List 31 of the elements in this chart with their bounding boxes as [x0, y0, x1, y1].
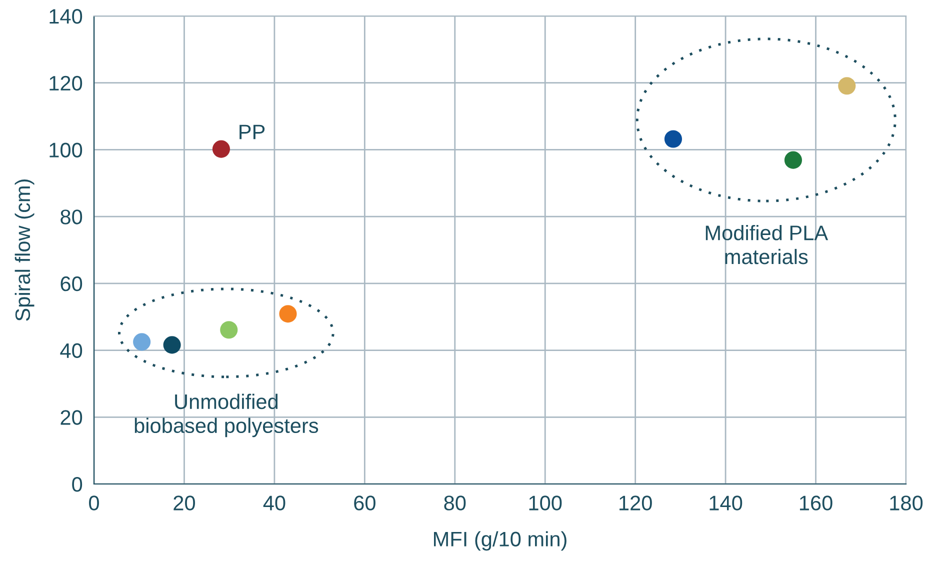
y-tick-label: 20 [60, 410, 82, 425]
point [212, 140, 230, 158]
x-tick-label: 180 [890, 496, 923, 510]
x-tick-label: 20 [174, 496, 195, 510]
y-tick-label: 140 [50, 9, 82, 24]
x-tick-label: 160 [800, 496, 832, 510]
y-tick-label: 60 [60, 276, 82, 292]
y-tick-label: 100 [50, 142, 82, 158]
point [163, 336, 181, 354]
annotation: Unmodified biobased polyesters [134, 394, 318, 438]
point [784, 151, 802, 169]
point [838, 77, 856, 95]
point [664, 130, 682, 148]
x-axis-title: MFI (g/10 min) [434, 531, 566, 551]
y-tick-label: 80 [60, 210, 82, 224]
y-tick-label: 40 [60, 343, 82, 358]
annotation: Modified PLA materials [706, 224, 828, 264]
x-tick-label: 140 [710, 496, 742, 510]
point [220, 321, 238, 339]
annotation: PP [240, 124, 265, 140]
point [133, 333, 151, 351]
x-tick-label: 0 [89, 496, 99, 510]
y-tick-label: 0 [72, 477, 82, 492]
x-tick-label: 120 [620, 496, 652, 510]
x-tick-label: 40 [263, 496, 286, 510]
point [279, 305, 297, 323]
x-tick-label: 60 [354, 496, 376, 510]
y-axis-title: Spiral flow (cm) [14, 180, 34, 321]
x-tick-label: 80 [444, 496, 466, 510]
x-tick-label: 100 [529, 496, 562, 510]
y-tick-label: 120 [50, 76, 82, 91]
